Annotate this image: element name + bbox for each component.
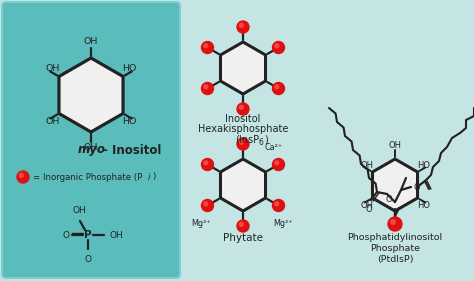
Circle shape: [275, 44, 279, 48]
Circle shape: [204, 202, 208, 206]
Circle shape: [273, 42, 284, 53]
Text: OH: OH: [45, 117, 59, 126]
Text: HO: HO: [417, 160, 429, 169]
Text: OH: OH: [72, 206, 86, 215]
Text: Phosphate: Phosphate: [370, 244, 420, 253]
Circle shape: [275, 85, 279, 89]
Circle shape: [275, 161, 279, 165]
Circle shape: [201, 158, 213, 171]
Text: OH: OH: [84, 37, 98, 46]
Circle shape: [239, 140, 243, 144]
Text: OH: OH: [360, 160, 374, 169]
Text: =: =: [71, 230, 79, 240]
Circle shape: [201, 200, 213, 212]
Text: OH: OH: [389, 140, 401, 149]
Text: Hexakisphosphate: Hexakisphosphate: [198, 124, 288, 134]
Circle shape: [17, 171, 29, 183]
Circle shape: [273, 200, 284, 212]
Text: = Inorganic Phosphate (P: = Inorganic Phosphate (P: [33, 173, 142, 182]
Text: OH: OH: [45, 64, 59, 73]
Text: HO: HO: [417, 201, 429, 210]
Text: OH: OH: [110, 230, 124, 239]
Circle shape: [239, 222, 243, 226]
Text: P: P: [84, 230, 92, 240]
Text: Mg²⁺: Mg²⁺: [273, 219, 292, 228]
Text: myo: myo: [78, 144, 106, 157]
Text: O: O: [84, 255, 91, 264]
Text: O: O: [365, 205, 372, 214]
Circle shape: [388, 217, 402, 231]
Text: OH: OH: [360, 201, 374, 210]
Text: Phytate: Phytate: [223, 233, 263, 243]
Circle shape: [204, 161, 208, 165]
Circle shape: [201, 42, 213, 53]
Text: Phosphatidylinositol: Phosphatidylinositol: [347, 233, 443, 242]
Text: O: O: [414, 182, 420, 191]
Text: 6: 6: [259, 138, 264, 147]
Circle shape: [391, 220, 395, 224]
FancyBboxPatch shape: [2, 2, 180, 278]
Circle shape: [204, 85, 208, 89]
Circle shape: [201, 83, 213, 94]
Polygon shape: [373, 159, 418, 211]
Text: O: O: [386, 196, 392, 205]
Text: HO: HO: [122, 117, 137, 126]
Circle shape: [273, 83, 284, 94]
Polygon shape: [59, 58, 123, 132]
Circle shape: [239, 105, 243, 109]
Text: - Inositol: - Inositol: [103, 144, 161, 157]
Circle shape: [239, 23, 243, 27]
Circle shape: [273, 158, 284, 171]
Polygon shape: [220, 159, 265, 211]
Circle shape: [275, 202, 279, 206]
Text: Inositol: Inositol: [225, 114, 261, 124]
Circle shape: [19, 173, 23, 177]
Circle shape: [204, 44, 208, 48]
Circle shape: [237, 103, 249, 115]
Text: i: i: [148, 173, 150, 182]
Circle shape: [237, 21, 249, 33]
Text: OH: OH: [84, 144, 98, 153]
Text: O: O: [63, 230, 70, 239]
Text: ): ): [264, 135, 268, 145]
Circle shape: [237, 138, 249, 150]
Text: HO: HO: [122, 64, 137, 73]
Text: (InsP: (InsP: [235, 135, 259, 145]
Text: Mg²⁺: Mg²⁺: [191, 219, 210, 228]
Text: Ca²⁺: Ca²⁺: [265, 144, 283, 153]
Polygon shape: [220, 42, 265, 94]
Text: (PtdIsP): (PtdIsP): [377, 255, 413, 264]
Text: ): ): [152, 173, 155, 182]
Circle shape: [237, 220, 249, 232]
